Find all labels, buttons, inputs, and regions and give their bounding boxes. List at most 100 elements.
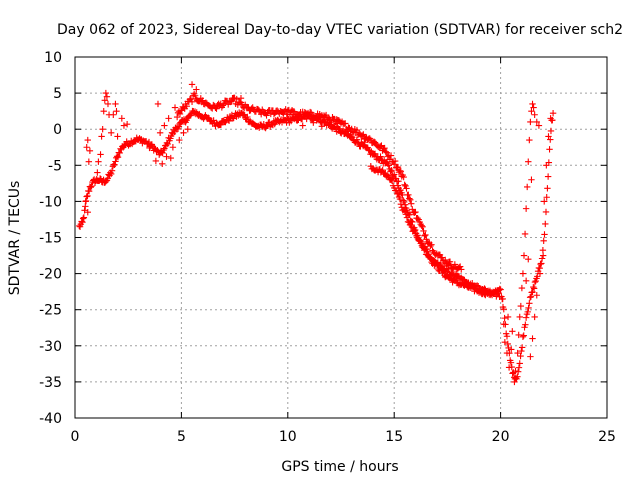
data-point-burst — [525, 158, 532, 165]
data-point-burst — [512, 367, 519, 375]
data-point — [503, 333, 511, 340]
data-point-lower — [436, 261, 444, 268]
axis-ticks — [74, 56, 608, 419]
data-point — [116, 149, 123, 157]
data-point — [294, 117, 301, 124]
data-point-burst — [120, 122, 128, 129]
data-point — [365, 146, 372, 154]
data-point-upper — [327, 117, 334, 124]
data-point-burst — [180, 129, 187, 137]
data-point-burst — [84, 136, 91, 144]
data-point-upper — [387, 152, 395, 159]
data-point-burst — [395, 177, 402, 185]
x-tick-label: 20 — [492, 429, 510, 445]
data-point — [83, 193, 90, 200]
data-point-burst — [84, 209, 91, 216]
data-point-burst — [509, 328, 516, 335]
data-point-burst — [522, 205, 530, 212]
data-point-burst — [118, 115, 126, 122]
data-point-upper — [451, 261, 459, 268]
data-point-burst — [539, 252, 547, 259]
data-point — [527, 293, 535, 300]
data-point — [526, 300, 533, 307]
tick-labels: 0 5 10 15 20 25 -40 -35 -30 -25 -20 -15 -10 -5 0 5 10 — [39, 50, 616, 445]
data-point — [496, 285, 503, 293]
data-point — [546, 146, 553, 153]
data-point — [542, 220, 549, 228]
data-point-upper — [270, 111, 278, 118]
data-point — [80, 214, 88, 221]
data-point-burst — [94, 169, 101, 176]
data-point — [159, 149, 166, 157]
data-point — [154, 146, 161, 154]
data-point-upper — [359, 132, 366, 139]
data-point-lower — [402, 211, 410, 218]
data-point-burst — [499, 295, 506, 303]
data-point-burst — [152, 157, 160, 165]
data-point-burst — [318, 123, 326, 130]
data-point — [517, 352, 524, 360]
data-point-burst — [99, 126, 106, 133]
data-point — [111, 161, 118, 169]
data-point — [339, 127, 347, 134]
data-point — [500, 305, 507, 313]
data-point-burst — [97, 151, 104, 158]
data-point — [547, 127, 555, 135]
data-point-upper — [403, 185, 410, 192]
data-point — [112, 158, 119, 165]
data-point-burst — [504, 313, 512, 321]
data-point-upper — [442, 256, 449, 264]
data-point-burst — [361, 138, 368, 146]
data-point — [79, 215, 87, 222]
data-point — [519, 333, 527, 341]
data-point-upper — [391, 161, 398, 168]
y-tick-label: -15 — [39, 231, 62, 247]
data-point — [522, 321, 529, 328]
data-point — [78, 218, 85, 225]
data-point-burst — [167, 154, 174, 162]
data-point — [108, 167, 116, 174]
data-point — [540, 237, 547, 245]
x-axis-label: GPS time / hours — [281, 459, 398, 475]
data-point-upper — [228, 98, 235, 105]
data-point-upper — [406, 195, 413, 202]
data-point-burst — [103, 93, 111, 100]
data-point-upper — [173, 113, 181, 121]
data-point-burst — [112, 100, 119, 108]
data-point-upper — [360, 131, 367, 138]
data-point — [515, 364, 523, 371]
data-point-burst — [184, 126, 191, 133]
data-point-burst — [165, 115, 172, 122]
data-point-burst — [547, 115, 554, 122]
data-point-burst — [543, 162, 550, 169]
data-point — [531, 278, 539, 286]
data-point-lower — [388, 177, 396, 185]
data-point — [96, 175, 104, 182]
x-tick-label: 10 — [279, 429, 297, 445]
data-point-burst — [146, 144, 153, 152]
data-point-burst — [161, 122, 168, 129]
data-point — [204, 114, 212, 121]
data-point-burst — [101, 97, 108, 104]
data-point — [522, 314, 530, 321]
data-point — [539, 246, 547, 254]
data-point-burst — [528, 107, 535, 115]
data-point-burst — [163, 153, 170, 160]
y-tick-label: -30 — [39, 339, 62, 355]
data-point-upper — [409, 206, 416, 213]
data-point — [264, 122, 271, 129]
data-point — [516, 360, 523, 367]
y-tick-label: 0 — [53, 122, 62, 138]
data-point-lower — [495, 289, 502, 297]
data-point-upper — [446, 258, 454, 265]
y-tick-label: -20 — [39, 267, 62, 283]
data-point-burst — [193, 86, 200, 93]
data-point-burst — [500, 320, 507, 328]
data-point-burst — [519, 270, 527, 277]
data-point — [385, 162, 392, 169]
data-point-burst — [527, 118, 534, 126]
data-point — [349, 133, 356, 141]
data-point-burst — [159, 160, 166, 168]
data-point — [164, 140, 171, 148]
